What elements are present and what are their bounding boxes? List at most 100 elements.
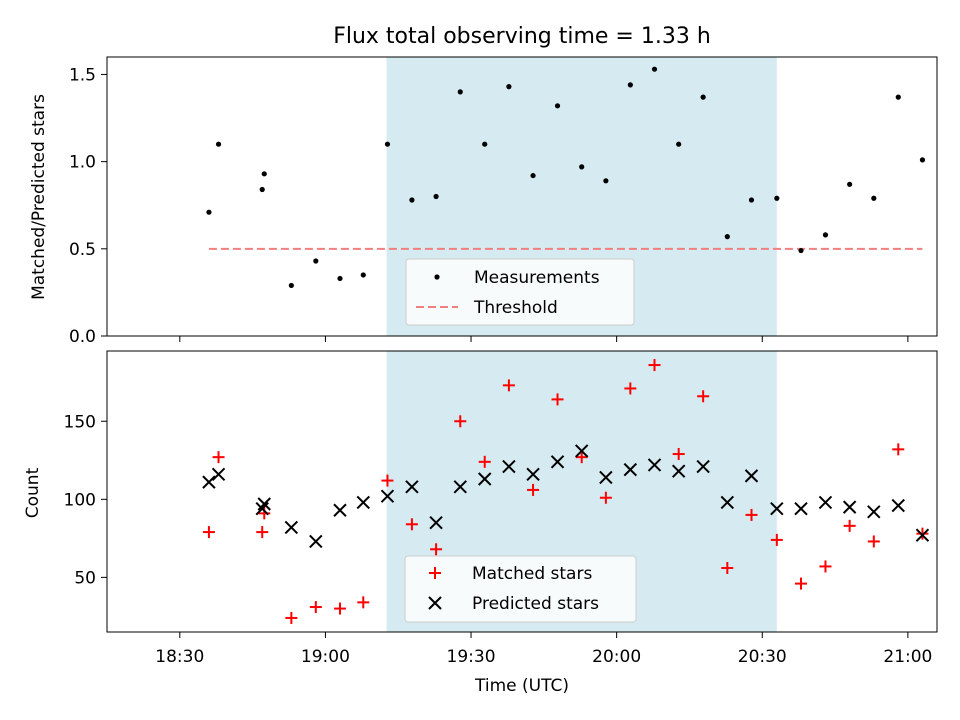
matched-star-point (454, 415, 467, 428)
matched-star-point (648, 359, 661, 372)
matched-star-point (672, 448, 685, 461)
matched-star-point (256, 526, 269, 539)
matched-star-point (843, 519, 856, 532)
matched-star-point (745, 508, 758, 521)
flux-ratio-panel: 0.0 0.5 1.0 1.5 Flux total observing time =… (29, 24, 938, 347)
measurement-point (822, 232, 829, 238)
y-axis-label-top: Matched/Predicted stars (29, 94, 49, 300)
predicted-star-point (599, 470, 613, 485)
predicted-star-point (405, 480, 419, 494)
bottom-xtick-label: 19:30 (447, 647, 496, 667)
matched-star-point (721, 561, 734, 574)
chart-title: Flux total observing time = 1.33 h (333, 24, 711, 49)
predicted-star-point (284, 520, 299, 535)
measurement-point (360, 272, 366, 278)
predicted-star-point (818, 495, 833, 510)
y-axis-label-bottom: Count (23, 467, 43, 518)
measurement-point (313, 258, 319, 264)
measurement-point (871, 195, 877, 201)
legend-box-top (405, 258, 635, 326)
predicted-star-point (333, 503, 347, 517)
x-axis-label: Time (UTC) (474, 676, 569, 696)
top-ytick-label: 1.0 (69, 153, 96, 173)
predicted-star-point (380, 489, 395, 503)
matched-star-point (405, 518, 418, 531)
measurement-point (506, 84, 512, 90)
predicted-star-point (526, 467, 540, 482)
measurement-point (215, 141, 222, 147)
matched-star-point (867, 535, 880, 548)
predicted-star-point (478, 472, 492, 486)
matched-star-point (819, 560, 832, 573)
measurement-point (627, 82, 633, 88)
legend-box-bottom (404, 555, 637, 623)
matched-star-point (599, 491, 612, 504)
measurement-point (700, 94, 706, 100)
top-ytick-label: 1.5 (69, 65, 96, 85)
predicted-star-point (744, 469, 759, 483)
bottom-ytick-label: 50 (74, 568, 96, 588)
legend-top: Measurements Threshold (405, 258, 635, 326)
measurement-point (482, 141, 488, 147)
legend-marker-measurements (434, 274, 440, 280)
predicted-star-point (696, 459, 710, 474)
legend-marker-matched (429, 567, 441, 579)
predicted-star-point (257, 497, 271, 511)
matched-star-point (527, 483, 540, 496)
predicted-star-point (647, 458, 662, 472)
matched-star-point (916, 527, 929, 540)
predicted-star-point (720, 495, 735, 510)
measurement-point (288, 282, 294, 289)
bottom-ytick-label: 100 (64, 490, 96, 510)
top-ytick-label: 0.5 (69, 240, 96, 260)
measurement-point (651, 66, 658, 72)
top-ytick-label: 0.0 (69, 327, 96, 347)
matched-star-point (575, 451, 588, 464)
predicted-star-point (453, 480, 467, 494)
matched-star-point (892, 443, 905, 456)
matched-star-point (333, 602, 346, 615)
measurement-point (798, 247, 804, 254)
predicted-star-point (867, 505, 881, 519)
matched-star-point (478, 455, 491, 468)
matched-star-points (202, 359, 929, 624)
predicted-star-point (429, 516, 443, 530)
measurement-point (603, 178, 609, 184)
measurement-point (919, 157, 926, 163)
measurement-point (530, 172, 536, 179)
predicted-star-point (623, 462, 638, 477)
measurement-point (724, 234, 730, 240)
measurement-point (384, 141, 391, 147)
plot-frame-bottom (106, 350, 938, 633)
matched-star-point (551, 393, 564, 406)
predicted-star-point (502, 459, 516, 474)
matched-star-point (770, 533, 783, 546)
measurement-point (579, 164, 585, 170)
x-axis-ticks-bottom: 18:30 19:00 19:30 20:00 20:30 21:00 (155, 632, 932, 667)
predicted-star-point (915, 528, 930, 542)
measurement-point (206, 209, 212, 215)
matched-star-point (502, 379, 515, 392)
legend-marker-predicted (428, 596, 442, 610)
predicted-star-point (309, 534, 323, 549)
predicted-star-point (842, 500, 857, 514)
matched-star-point (697, 390, 710, 403)
measurement-point (259, 186, 265, 193)
plot-frame-top (106, 56, 938, 337)
matched-star-point (202, 526, 215, 539)
predicted-star-point (671, 464, 686, 478)
bottom-ytick-label: 150 (64, 412, 96, 432)
measurement-point (895, 94, 901, 100)
legend-bottom: Matched stars Predicted stars (404, 555, 637, 623)
legend-label-threshold: Threshold (473, 298, 558, 318)
bottom-xtick-label: 21:00 (883, 647, 932, 667)
y-axis-ticks-bottom: 50 100 150 (64, 412, 107, 588)
predicted-star-point (770, 501, 784, 516)
measurement-points (206, 66, 926, 289)
measurement-point (433, 193, 439, 200)
predicted-star-point (891, 498, 905, 513)
measurement-point (337, 275, 343, 282)
predicted-star-point (550, 455, 565, 469)
